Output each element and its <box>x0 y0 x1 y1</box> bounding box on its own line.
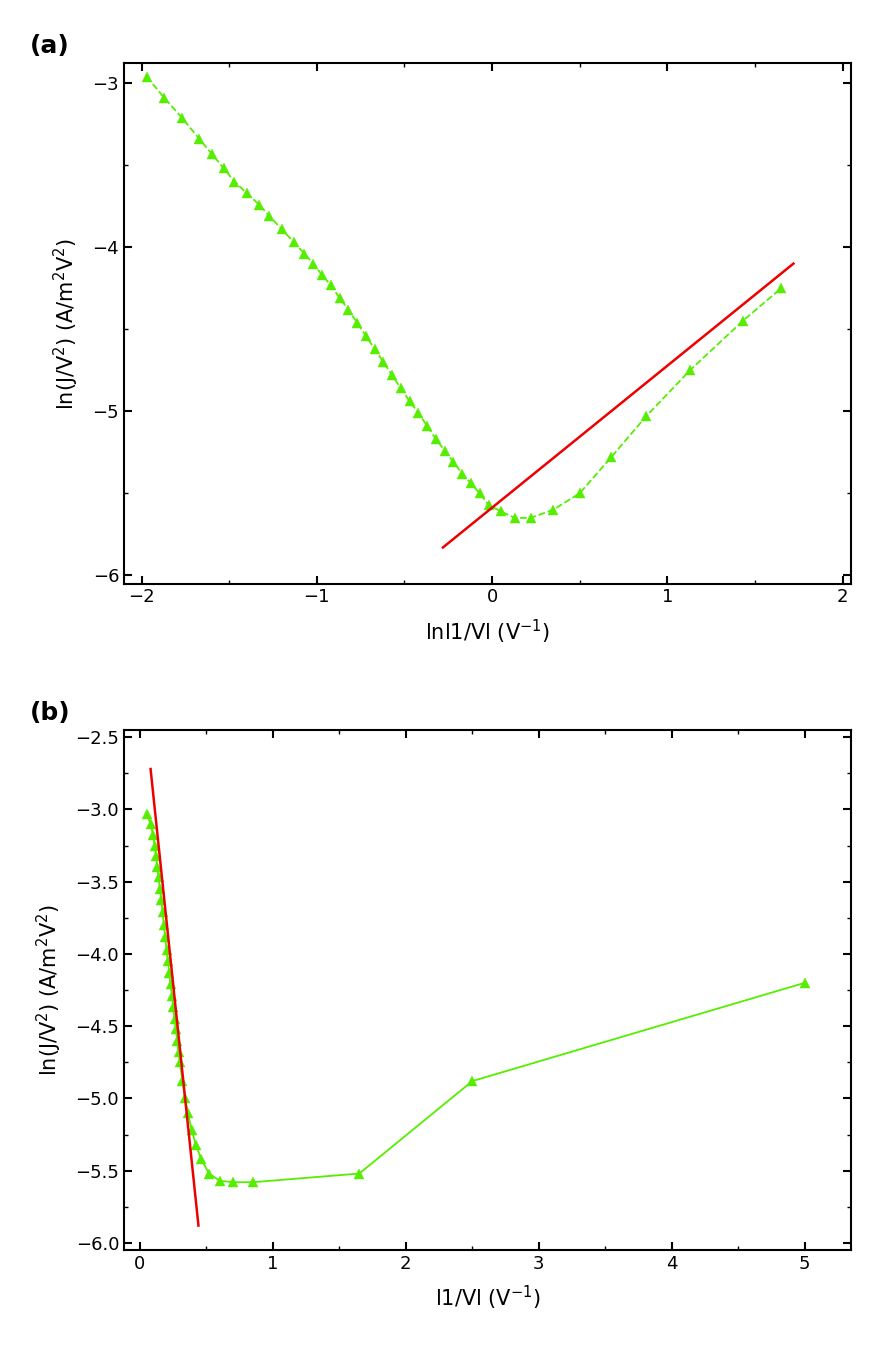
Text: (b): (b) <box>29 700 70 725</box>
Y-axis label: ln(J/V$^{2}$) (A/m$^{2}$V$^{2}$): ln(J/V$^{2}$) (A/m$^{2}$V$^{2}$) <box>52 237 82 409</box>
Y-axis label: ln(J/V$^{2}$) (A/m$^{2}$V$^{2}$): ln(J/V$^{2}$) (A/m$^{2}$V$^{2}$) <box>35 904 64 1076</box>
Text: (a): (a) <box>29 34 69 58</box>
X-axis label: l1/Vl (V$^{-1}$): l1/Vl (V$^{-1}$) <box>435 1284 540 1312</box>
X-axis label: lnl1/Vl (V$^{-1}$): lnl1/Vl (V$^{-1}$) <box>425 617 550 645</box>
